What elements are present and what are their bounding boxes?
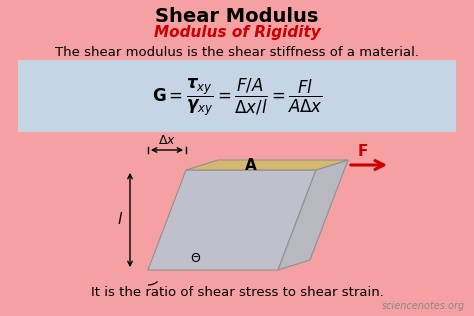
Text: $\mathbf{G} = \dfrac{\boldsymbol{\tau}_{xy}}{\boldsymbol{\gamma}_{xy}} = \dfrac{: $\mathbf{G} = \dfrac{\boldsymbol{\tau}_{… (152, 76, 322, 118)
Text: $\Theta$: $\Theta$ (191, 252, 201, 264)
Text: sciencenotes.org: sciencenotes.org (382, 301, 465, 311)
Text: Modulus of Rigidity: Modulus of Rigidity (154, 26, 320, 40)
Text: The shear modulus is the shear stiffness of a material.: The shear modulus is the shear stiffness… (55, 46, 419, 58)
Polygon shape (186, 160, 348, 170)
Polygon shape (148, 170, 316, 270)
Text: l: l (118, 212, 122, 228)
Text: It is the ratio of shear stress to shear strain.: It is the ratio of shear stress to shear… (91, 285, 383, 299)
Text: Shear Modulus: Shear Modulus (155, 7, 319, 26)
Text: F: F (358, 143, 368, 159)
Text: A: A (245, 157, 257, 173)
FancyBboxPatch shape (18, 60, 456, 132)
Polygon shape (278, 160, 348, 270)
Text: $\Delta x$: $\Delta x$ (158, 135, 176, 148)
